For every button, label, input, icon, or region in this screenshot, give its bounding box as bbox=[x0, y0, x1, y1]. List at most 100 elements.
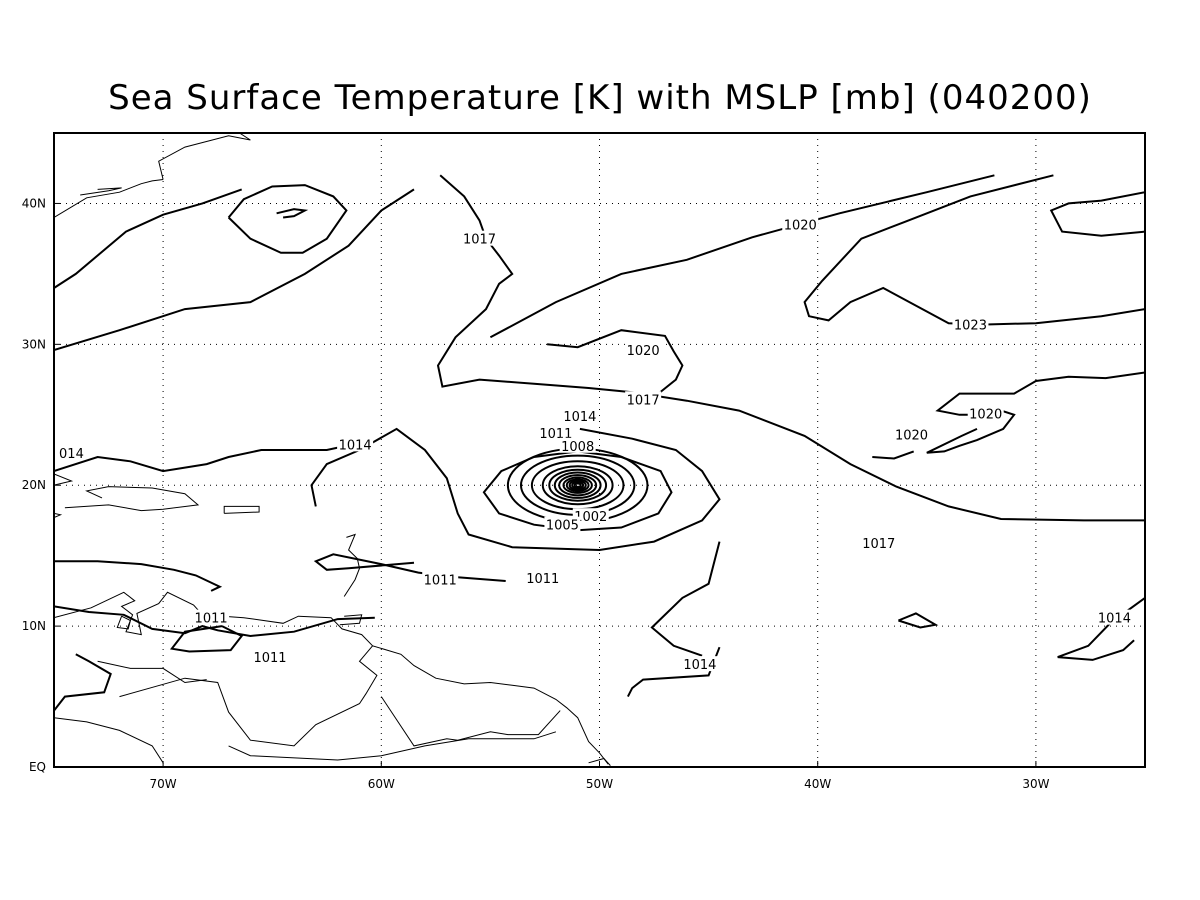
contour-label-bg bbox=[524, 570, 561, 586]
contour-label: 1020 bbox=[969, 407, 1002, 422]
contour-label: 1017 bbox=[862, 537, 895, 552]
contour-label-bg bbox=[561, 408, 598, 424]
contour-label: 1011 bbox=[195, 612, 228, 627]
contour-label: 1017 bbox=[627, 393, 660, 408]
isobar-1017 bbox=[436, 174, 1145, 522]
contour-label: 1023 bbox=[954, 319, 987, 334]
coastline-guyana-border bbox=[380, 696, 561, 747]
contour-label-bg bbox=[544, 516, 581, 532]
coastline-venezuela-border bbox=[119, 645, 378, 747]
coastline-cuba bbox=[54, 473, 74, 486]
isobar-1020 bbox=[926, 406, 1016, 454]
coastline-colombia-west bbox=[54, 717, 164, 764]
contour-label-bg bbox=[57, 444, 86, 460]
isobar-1002-ring bbox=[530, 460, 625, 511]
contour-label: 1011 bbox=[253, 651, 286, 666]
isobar-1023 bbox=[803, 174, 1145, 326]
coastline-lesser-antilles bbox=[343, 533, 361, 597]
isobar-1017 bbox=[650, 541, 721, 657]
y-tick-label: 30N bbox=[22, 337, 46, 351]
contour-label: 1017 bbox=[463, 233, 496, 248]
map-frame bbox=[53, 132, 1146, 768]
coastline-puerto-rico bbox=[223, 505, 260, 514]
coastline-new-england bbox=[158, 133, 251, 180]
isobar-1020 bbox=[935, 371, 1145, 416]
isobar-1020 bbox=[872, 450, 915, 460]
contour-label-bg bbox=[422, 571, 459, 587]
isobar-1005-ring bbox=[519, 454, 636, 516]
contour-label-bg bbox=[537, 425, 574, 441]
contour-label-bg bbox=[252, 649, 289, 665]
contour-label-bg bbox=[461, 230, 498, 246]
isobar-1020 bbox=[547, 329, 684, 395]
isobar-987-ring bbox=[562, 476, 593, 494]
contour-label: 1014 bbox=[339, 438, 372, 453]
contour-label-bg bbox=[572, 508, 609, 524]
contour-label: 1020 bbox=[895, 429, 928, 444]
contour-label: 1020 bbox=[784, 219, 817, 234]
isobar-975-ring bbox=[573, 482, 582, 488]
contour-label: 1020 bbox=[627, 344, 660, 359]
isobar-1014 bbox=[313, 553, 506, 582]
contour-label-bg bbox=[1096, 609, 1133, 625]
contour-label: 1014 bbox=[563, 410, 596, 425]
contour-label-bg bbox=[860, 534, 897, 550]
isobar-1011 bbox=[54, 605, 375, 638]
isobar-1014 bbox=[1057, 597, 1145, 661]
isobar-1014 bbox=[898, 612, 939, 629]
isobar-1020 bbox=[489, 174, 995, 339]
contour-label-bg bbox=[782, 216, 819, 232]
contour-label: 1014 bbox=[1098, 612, 1131, 627]
contour-label: 1011 bbox=[424, 574, 457, 589]
y-tick-label: 10N bbox=[22, 619, 46, 633]
isobar-981-ring bbox=[568, 479, 587, 491]
coastline-colombia-interior bbox=[97, 660, 207, 684]
isobar-1020 bbox=[54, 188, 415, 351]
x-tick-label: 40W bbox=[804, 777, 831, 791]
contour-label: 1005 bbox=[546, 519, 579, 534]
isobar-1017 bbox=[54, 442, 360, 473]
coastline-amazon-mouth bbox=[588, 757, 611, 766]
contour-label-bg bbox=[967, 405, 1004, 421]
isobar-993-ring bbox=[553, 471, 602, 499]
y-tick-label: 20N bbox=[22, 478, 46, 492]
coastline-us-east-coast bbox=[54, 179, 164, 218]
x-tick-label: 60W bbox=[368, 777, 395, 791]
isobar-1011 bbox=[169, 625, 244, 653]
isobar-990-ring bbox=[558, 474, 598, 497]
y-tick-label: 40N bbox=[22, 196, 46, 210]
contour-label: 1008 bbox=[561, 440, 594, 455]
contour-label-bg bbox=[952, 316, 989, 332]
contour-label: 1014 bbox=[683, 658, 716, 673]
isobar-978-ring bbox=[571, 481, 585, 490]
coastline-hispaniola bbox=[64, 486, 200, 512]
contour-label-bg bbox=[893, 426, 930, 442]
contour-label-bg bbox=[625, 391, 662, 407]
chart-title: Sea Surface Temperature [K] with MSLP [m… bbox=[108, 78, 1092, 118]
contour-label-bg bbox=[559, 437, 596, 453]
x-tick-label: 50W bbox=[586, 777, 613, 791]
coastline-long-island bbox=[80, 187, 122, 196]
contour-label-bg bbox=[625, 341, 662, 357]
coastlines-layer bbox=[54, 133, 611, 766]
isobar-1014 bbox=[54, 188, 243, 289]
coastline-jamaica-fragment bbox=[54, 512, 63, 519]
coastline-brazil-north bbox=[228, 731, 557, 761]
contour-label: 1002 bbox=[574, 510, 607, 525]
x-tick-label: 30W bbox=[1022, 777, 1049, 791]
y-tick-label: EQ bbox=[29, 760, 46, 774]
contours-layer bbox=[54, 174, 1145, 712]
isobar-1020 bbox=[276, 208, 309, 219]
contour-label-bg bbox=[337, 436, 374, 452]
x-tick-label: 70W bbox=[150, 777, 177, 791]
contour-label: 1011 bbox=[526, 572, 559, 587]
contour-label-bg bbox=[193, 609, 230, 625]
isobar-1017 bbox=[227, 184, 348, 254]
contour-label-bg bbox=[681, 656, 718, 672]
contour-labels-layer: 1017 1020 1023 1020 1017 1014 1011 1008 10021005… bbox=[57, 216, 1133, 673]
isobar-1011 bbox=[54, 653, 112, 712]
axis-ticks-layer: 70W 60W 50W 40W 30W EQ 10N 20N 30N 40N bbox=[22, 196, 1050, 791]
coastline-lake-maracaibo bbox=[116, 615, 131, 630]
grid-layer bbox=[54, 133, 1145, 767]
isobar-1017 bbox=[310, 427, 721, 552]
